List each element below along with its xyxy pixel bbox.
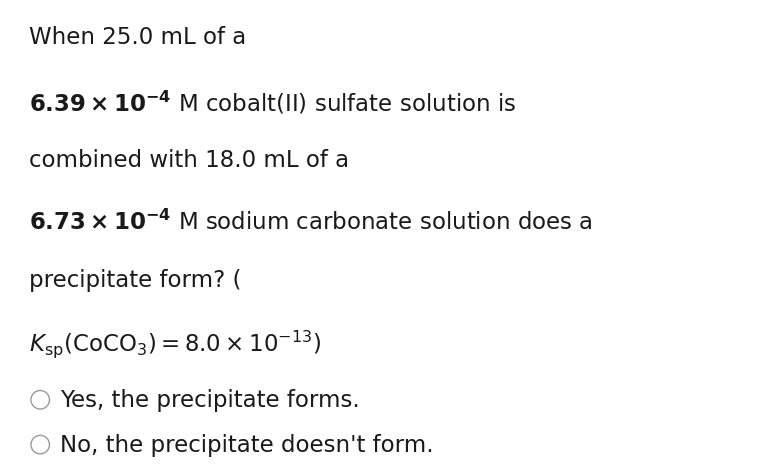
Text: $\mathbf{6.73 \times 10^{-4}}$ M sodium carbonate solution does a: $\mathbf{6.73 \times 10^{-4}}$ M sodium … — [29, 210, 593, 235]
Text: No, the precipitate doesn't form.: No, the precipitate doesn't form. — [60, 434, 434, 457]
Text: combined with 18.0 mL of a: combined with 18.0 mL of a — [29, 149, 349, 172]
Text: $\mathbf{6.39 \times 10^{-4}}$ M cobalt(II) sulfate solution is: $\mathbf{6.39 \times 10^{-4}}$ M cobalt(… — [29, 90, 516, 117]
Text: Yes, the precipitate forms.: Yes, the precipitate forms. — [60, 389, 360, 413]
Text: precipitate form? (: precipitate form? ( — [29, 269, 242, 292]
Text: When 25.0 mL of a: When 25.0 mL of a — [29, 26, 247, 49]
Text: $K_{\mathrm{sp}}(\mathrm{CoCO_3}) = 8.0 \times 10^{-13}$): $K_{\mathrm{sp}}(\mathrm{CoCO_3}) = 8.0 … — [29, 328, 322, 360]
